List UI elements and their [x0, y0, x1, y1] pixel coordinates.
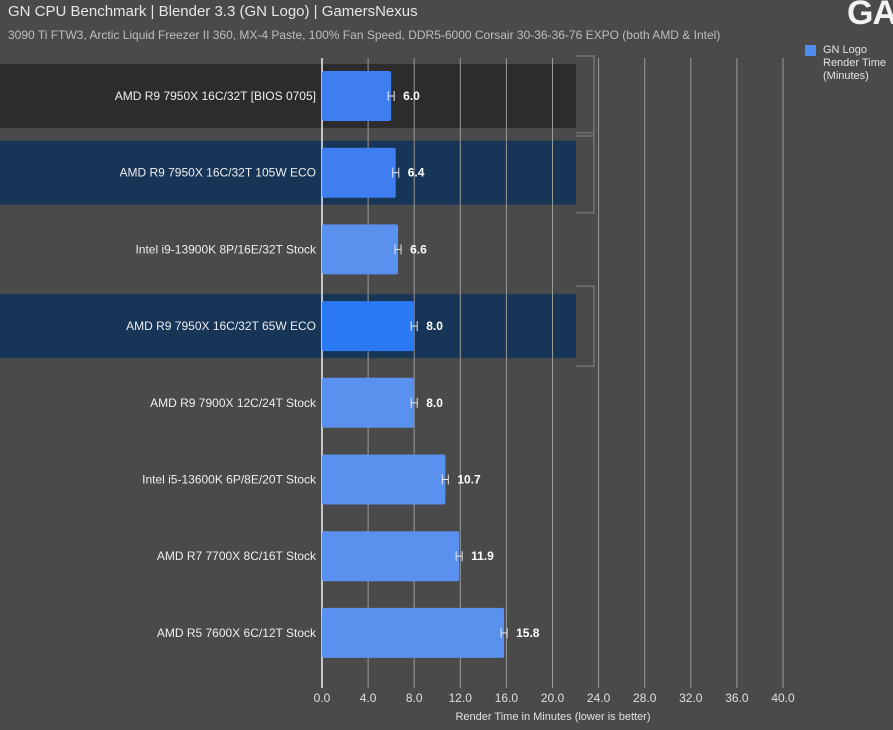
bars: AMD R9 7950X 16C/32T [BIOS 0705] 6.0 AMD R…	[115, 71, 540, 658]
chart-title: GN CPU Benchmark | Blender 3.3 (GN Logo)…	[8, 3, 418, 20]
x-axis-ticks: 0.0 4.0 8.0 12.0 16.0 20.0 24.0 28.0 32.0 36.0 40.…	[314, 691, 795, 705]
row-highlight-bracket	[576, 55, 595, 137]
row-highlight-band	[0, 64, 576, 128]
x-tick-label: 20.0	[541, 691, 565, 705]
x-tick-label: 32.0	[679, 691, 703, 705]
category-label: AMD R9 7950X 16C/32T [BIOS 0705]	[115, 89, 316, 103]
bar	[322, 224, 399, 275]
category-label: AMD R9 7950X 16C/32T 65W ECO	[126, 319, 316, 333]
x-tick-label: 40.0	[771, 691, 795, 705]
category-label: AMD R5 7600X 6C/12T Stock	[157, 626, 317, 640]
data-label: 11.9	[471, 549, 494, 563]
data-label: 6.4	[408, 166, 425, 180]
data-label: 10.7	[457, 473, 481, 487]
x-tick-label: 36.0	[725, 691, 749, 705]
x-axis-label: Render Time in Minutes (lower is better)	[455, 711, 650, 723]
grid-lines	[321, 58, 784, 688]
category-label: Intel i9-13900K 8P/16E/32T Stock	[135, 242, 317, 256]
data-label: 6.0	[403, 89, 420, 103]
bar	[322, 71, 392, 121]
data-label: 6.6	[410, 242, 427, 256]
data-label: 8.0	[426, 319, 443, 333]
bar	[322, 607, 505, 658]
bar	[322, 147, 396, 198]
legend-label: GN Logo Render Time (Minutes)	[823, 44, 886, 82]
x-tick-label: 28.0	[633, 691, 657, 705]
data-label: 8.0	[426, 396, 443, 410]
bar	[322, 454, 446, 505]
bar	[322, 531, 460, 582]
chart-subtitle: 3090 Ti FTW3, Arctic Liquid Freezer II 3…	[8, 28, 721, 42]
data-label: 15.8	[516, 626, 540, 640]
x-tick-label: 12.0	[449, 691, 473, 705]
brand-logo: GA	[847, 0, 893, 32]
x-tick-label: 24.0	[587, 691, 611, 705]
row-highlight-band	[0, 294, 576, 359]
x-tick-label: 0.0	[314, 691, 331, 705]
bar	[322, 377, 415, 428]
category-label: Intel i5-13600K 6P/8E/20T Stock	[142, 473, 317, 487]
chart-legend: GN Logo Render Time (Minutes)	[805, 44, 893, 83]
x-tick-label: 8.0	[406, 691, 423, 705]
x-tick-label: 4.0	[360, 691, 377, 705]
legend-swatch	[805, 45, 816, 56]
category-label: AMD R9 7950X 16C/32T 105W ECO	[119, 166, 316, 180]
row-highlight-bracket	[576, 285, 595, 368]
bar	[322, 301, 415, 352]
row-highlights	[0, 55, 595, 368]
x-tick-label: 16.0	[495, 691, 519, 705]
row-highlight-band	[0, 140, 576, 205]
row-highlight-bracket	[576, 131, 595, 214]
category-label: AMD R7 7700X 8C/16T Stock	[157, 549, 317, 563]
category-label: AMD R9 7900X 12C/24T Stock	[150, 396, 317, 410]
